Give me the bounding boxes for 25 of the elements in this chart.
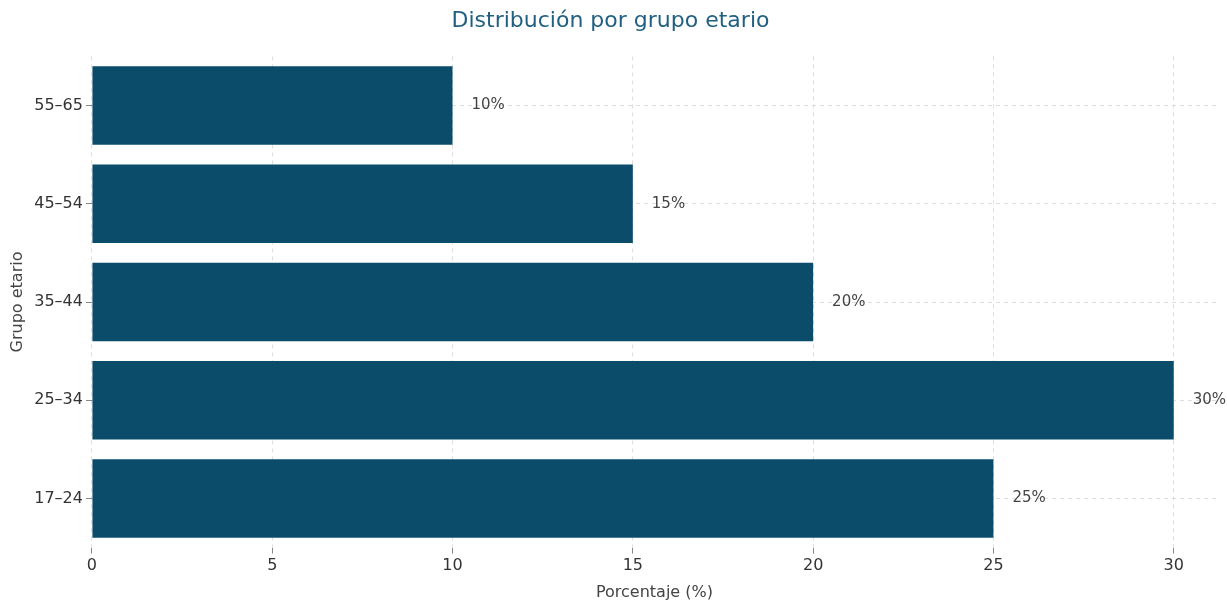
bar <box>92 262 814 342</box>
x-tick-label: 10 <box>442 555 463 575</box>
x-tick-label: 20 <box>802 555 824 575</box>
data-label: 25% <box>1012 488 1046 507</box>
x-tick-label: 25 <box>983 555 1004 575</box>
y-tick-label: 55–65 <box>34 94 83 114</box>
x-tick-label: 15 <box>622 555 643 575</box>
x-tick-label: 0 <box>86 555 98 575</box>
y-tick-label: 17–24 <box>34 487 83 507</box>
y-tick-label: 35–44 <box>34 291 83 311</box>
data-label: 10% <box>471 95 505 114</box>
chart-title: Distribución por grupo etario <box>451 6 770 32</box>
x-tick-label: 30 <box>1163 555 1184 575</box>
y-axis-title: Grupo etario <box>6 251 26 353</box>
data-label: 15% <box>651 193 686 212</box>
bar <box>92 164 633 244</box>
bar <box>92 360 1174 440</box>
x-axis-title: Porcentaje (%) <box>595 581 713 601</box>
data-label: 30% <box>1192 390 1227 409</box>
x-tick-label: 5 <box>267 555 278 575</box>
bar <box>92 459 994 538</box>
data-label: 20% <box>832 291 866 310</box>
y-tick-label: 25–34 <box>34 389 83 409</box>
y-tick-label: 45–54 <box>34 192 83 212</box>
bar <box>92 66 453 145</box>
